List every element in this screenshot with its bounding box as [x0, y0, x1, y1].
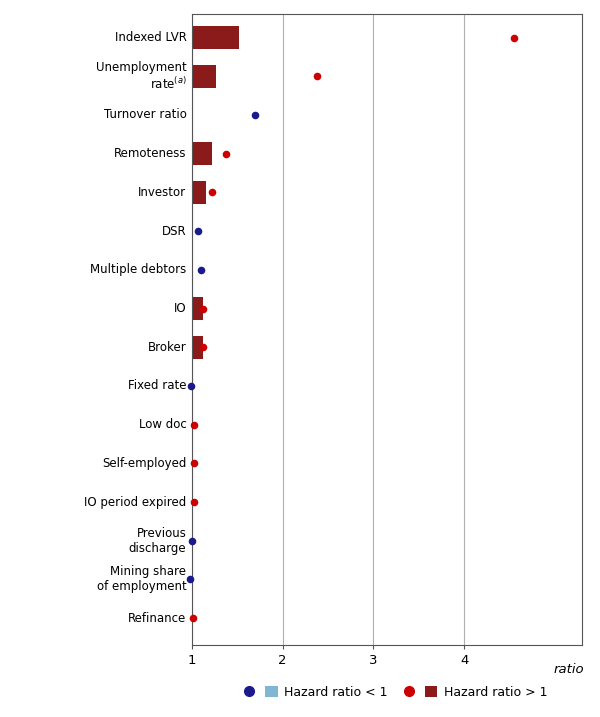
Point	[221, 148, 231, 159]
Bar	[183, 103, 192, 127]
Point	[187, 535, 196, 546]
Point	[185, 574, 195, 585]
Point	[313, 70, 322, 82]
Bar	[181, 258, 192, 282]
Text: ratio: ratio	[553, 663, 584, 675]
Point	[189, 419, 199, 430]
Bar	[192, 142, 212, 166]
Bar	[192, 181, 206, 204]
Point	[196, 264, 206, 275]
Bar	[192, 297, 203, 320]
Bar	[192, 65, 217, 88]
Point	[198, 341, 208, 353]
Point	[509, 32, 519, 43]
Bar	[185, 219, 192, 243]
Point	[194, 225, 203, 237]
Point	[186, 380, 196, 391]
Legend: Hazard ratio < 1, Hazard ratio > 1: Hazard ratio < 1, Hazard ratio > 1	[242, 686, 547, 699]
Point	[198, 303, 208, 314]
Bar	[192, 336, 203, 358]
Bar	[192, 26, 239, 49]
Point	[188, 612, 198, 624]
Point	[251, 109, 260, 120]
Point	[207, 186, 217, 198]
Point	[189, 457, 199, 469]
Point	[189, 496, 199, 508]
